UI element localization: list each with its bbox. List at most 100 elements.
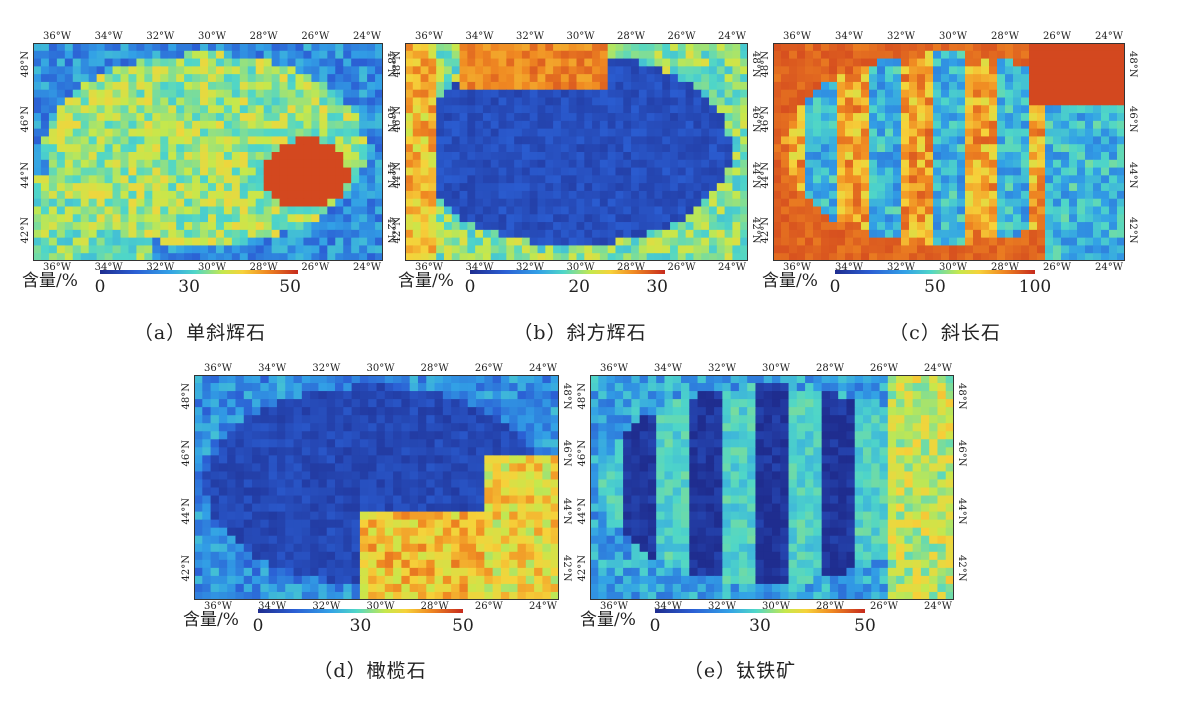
map-cell: [120, 50, 130, 60]
map-cell: [517, 551, 527, 561]
map-cell: [1029, 190, 1038, 200]
map-cell: [631, 136, 640, 145]
map-cell: [599, 183, 609, 192]
map-cell: [521, 159, 531, 169]
map-cell: [584, 222, 593, 231]
map-cell: [568, 245, 578, 254]
map-cell: [293, 503, 303, 513]
map-cell: [861, 97, 870, 106]
map-cell: [638, 74, 648, 83]
map-cell: [592, 144, 601, 153]
map-cell: [1117, 43, 1125, 52]
map-cell: [550, 479, 559, 489]
map-cell: [405, 128, 414, 138]
map-cell: [917, 144, 926, 153]
map-cell: [436, 245, 445, 254]
map-cell: [319, 175, 328, 184]
map-cell: [368, 503, 378, 513]
map-cell: [160, 159, 169, 169]
map-cell: [545, 120, 554, 130]
map-cell: [436, 128, 445, 138]
map-cell: [144, 222, 153, 231]
map-cell: [128, 167, 137, 176]
map-cell: [376, 559, 386, 569]
map-cell: [442, 455, 452, 464]
map-cell: [1109, 206, 1118, 215]
map-cell: [781, 245, 790, 254]
map-cell: [359, 455, 369, 464]
map-cell: [709, 183, 718, 192]
map-cell: [303, 120, 312, 130]
map-cell: [1077, 43, 1086, 52]
map-cell: [885, 128, 894, 138]
map-cell: [693, 105, 702, 114]
map-cell: [1037, 50, 1046, 60]
longitude-label-bottom: 24°W: [353, 262, 382, 273]
map-cell: [724, 58, 734, 67]
map-cell: [1101, 198, 1110, 208]
map-cell: [1061, 167, 1070, 176]
map-cell: [821, 167, 830, 176]
map-cell: [584, 43, 593, 52]
map-cell: [1117, 97, 1125, 106]
map-cell: [592, 159, 601, 169]
map-cell: [550, 527, 559, 537]
map-cell: [917, 167, 926, 176]
map-cell: [393, 383, 402, 392]
map-cell: [72, 175, 82, 184]
map-cell: [677, 113, 687, 122]
map-cell: [670, 222, 679, 231]
map-cell: [901, 74, 910, 83]
map-cell: [941, 136, 950, 145]
map-cell: [490, 253, 500, 261]
map-cell: [965, 159, 974, 169]
map-cell: [732, 167, 741, 176]
map-cell: [482, 152, 492, 161]
map-cell: [223, 58, 233, 67]
map-cell: [293, 407, 303, 416]
map-cell: [88, 198, 98, 208]
map-cell: [607, 253, 617, 261]
map-cell: [252, 439, 261, 448]
map-cell: [475, 175, 484, 184]
map-cell: [949, 175, 958, 184]
map-cell: [498, 97, 507, 106]
map-cell: [1045, 190, 1054, 200]
map-cell: [1077, 206, 1086, 215]
map-cell: [128, 159, 137, 169]
map-cell: [492, 527, 502, 537]
map-cell: [436, 136, 445, 145]
map-cell: [200, 175, 209, 184]
map-cell: [434, 567, 444, 577]
map-cell: [677, 144, 687, 153]
map-cell: [40, 66, 50, 75]
map-cell: [279, 183, 289, 192]
map-cell: [451, 198, 461, 208]
map-cell: [965, 237, 974, 247]
map-cell: [375, 50, 383, 60]
map-cell: [176, 136, 185, 145]
map-cell: [821, 120, 830, 130]
map-cell: [168, 167, 177, 176]
map-cell: [459, 74, 468, 83]
map-cell: [263, 50, 273, 60]
map-cell: [318, 479, 328, 489]
map-cell: [368, 399, 378, 408]
map-cell: [442, 519, 452, 529]
map-cell: [781, 183, 790, 192]
map-cell: [176, 229, 185, 239]
map-cell: [553, 253, 562, 261]
map-cell: [359, 152, 368, 161]
map-cell: [120, 214, 130, 223]
map-cell: [537, 113, 546, 122]
map-cell: [1101, 175, 1110, 184]
map-cell: [405, 237, 414, 247]
map-cell: [276, 527, 286, 537]
map-cell: [917, 253, 926, 261]
map-cell: [327, 190, 336, 200]
map-cell: [88, 167, 98, 176]
map-cell: [623, 136, 632, 145]
map-cell: [276, 471, 286, 481]
map-cell: [997, 190, 1006, 200]
map-cell: [1021, 97, 1030, 106]
